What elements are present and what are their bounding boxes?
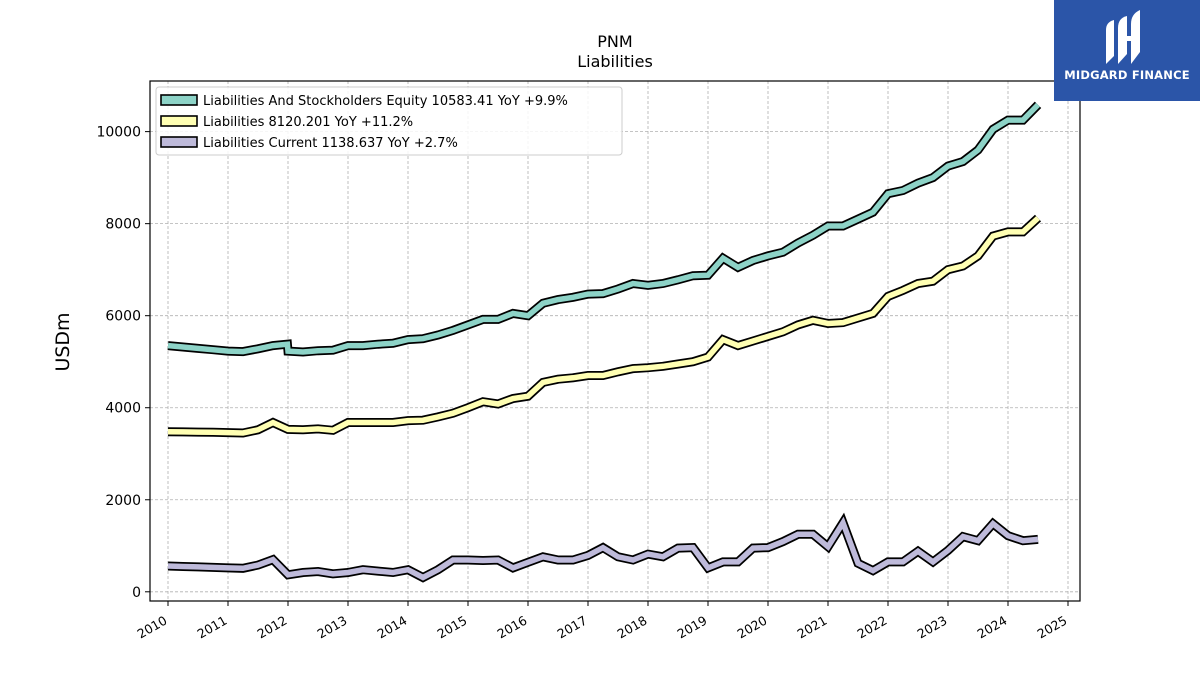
x-tick-label: 2011	[194, 613, 229, 642]
legend-box	[155, 86, 623, 156]
midgard-logo-icon	[1106, 10, 1140, 64]
legend-entry-label: Liabilities Current 1138.637 YoY +2.7%	[203, 136, 458, 151]
plot-frame	[149, 80, 1081, 602]
legend-entry-label: Liabilities 8120.201 YoY +11.2%	[203, 115, 413, 130]
x-tick-label: 2016	[494, 613, 529, 642]
y-tick-label: 4000	[105, 401, 141, 417]
chart-subtitle: Liabilities	[577, 52, 653, 71]
series-outline-liabilities	[167, 214, 1042, 438]
y-axis: 0 2000 4000 6000 8000 10000	[96, 125, 150, 601]
series-line-liabilities	[167, 216, 1040, 436]
legend: Liabilities And Stockholders Equity 1058…	[155, 86, 623, 156]
legend-entry-label: Liabilities And Stockholders Equity 1058…	[203, 94, 568, 109]
x-axis: 2010 2011 2012 2013 2014 2015 2016 2017 2018 2019…	[134, 601, 1070, 642]
logo-text: MIDGARD FINANCE	[1064, 68, 1190, 82]
x-tick-label: 2021	[794, 613, 829, 642]
x-tick-label: 2023	[914, 613, 949, 642]
y-tick-label: 10000	[96, 125, 141, 141]
y-tick-label: 8000	[105, 217, 141, 233]
series-lines	[167, 101, 1042, 583]
legend-swatch	[160, 136, 198, 148]
y-tick-label: 6000	[105, 309, 141, 325]
legend-swatch	[160, 94, 198, 106]
x-tick-label: 2018	[614, 613, 649, 642]
x-tick-label: 2017	[554, 613, 589, 642]
series-line-liabilities-current	[167, 516, 1039, 581]
grid-lines	[150, 81, 1080, 601]
y-tick-label: 0	[132, 585, 141, 601]
x-tick-label: 2012	[254, 613, 289, 642]
x-tick-label: 2024	[974, 613, 1009, 642]
x-tick-label: 2015	[434, 613, 469, 642]
midgard-logo: MIDGARD FINANCE	[1054, 0, 1200, 101]
x-tick-label: 2019	[674, 613, 709, 642]
x-tick-label: 2022	[854, 613, 889, 642]
x-tick-label: 2020	[734, 613, 769, 642]
series-line-liabilities-and-stockholders-equity	[167, 102, 1040, 355]
y-tick-label: 2000	[105, 493, 141, 509]
legend-swatch	[160, 115, 198, 127]
x-tick-label: 2025	[1034, 613, 1069, 642]
x-tick-label: 2014	[374, 613, 409, 642]
chart-title: PNM	[597, 32, 632, 51]
x-tick-label: 2010	[134, 613, 169, 642]
x-tick-label: 2013	[314, 613, 349, 642]
y-axis-label: USDm	[52, 312, 74, 371]
